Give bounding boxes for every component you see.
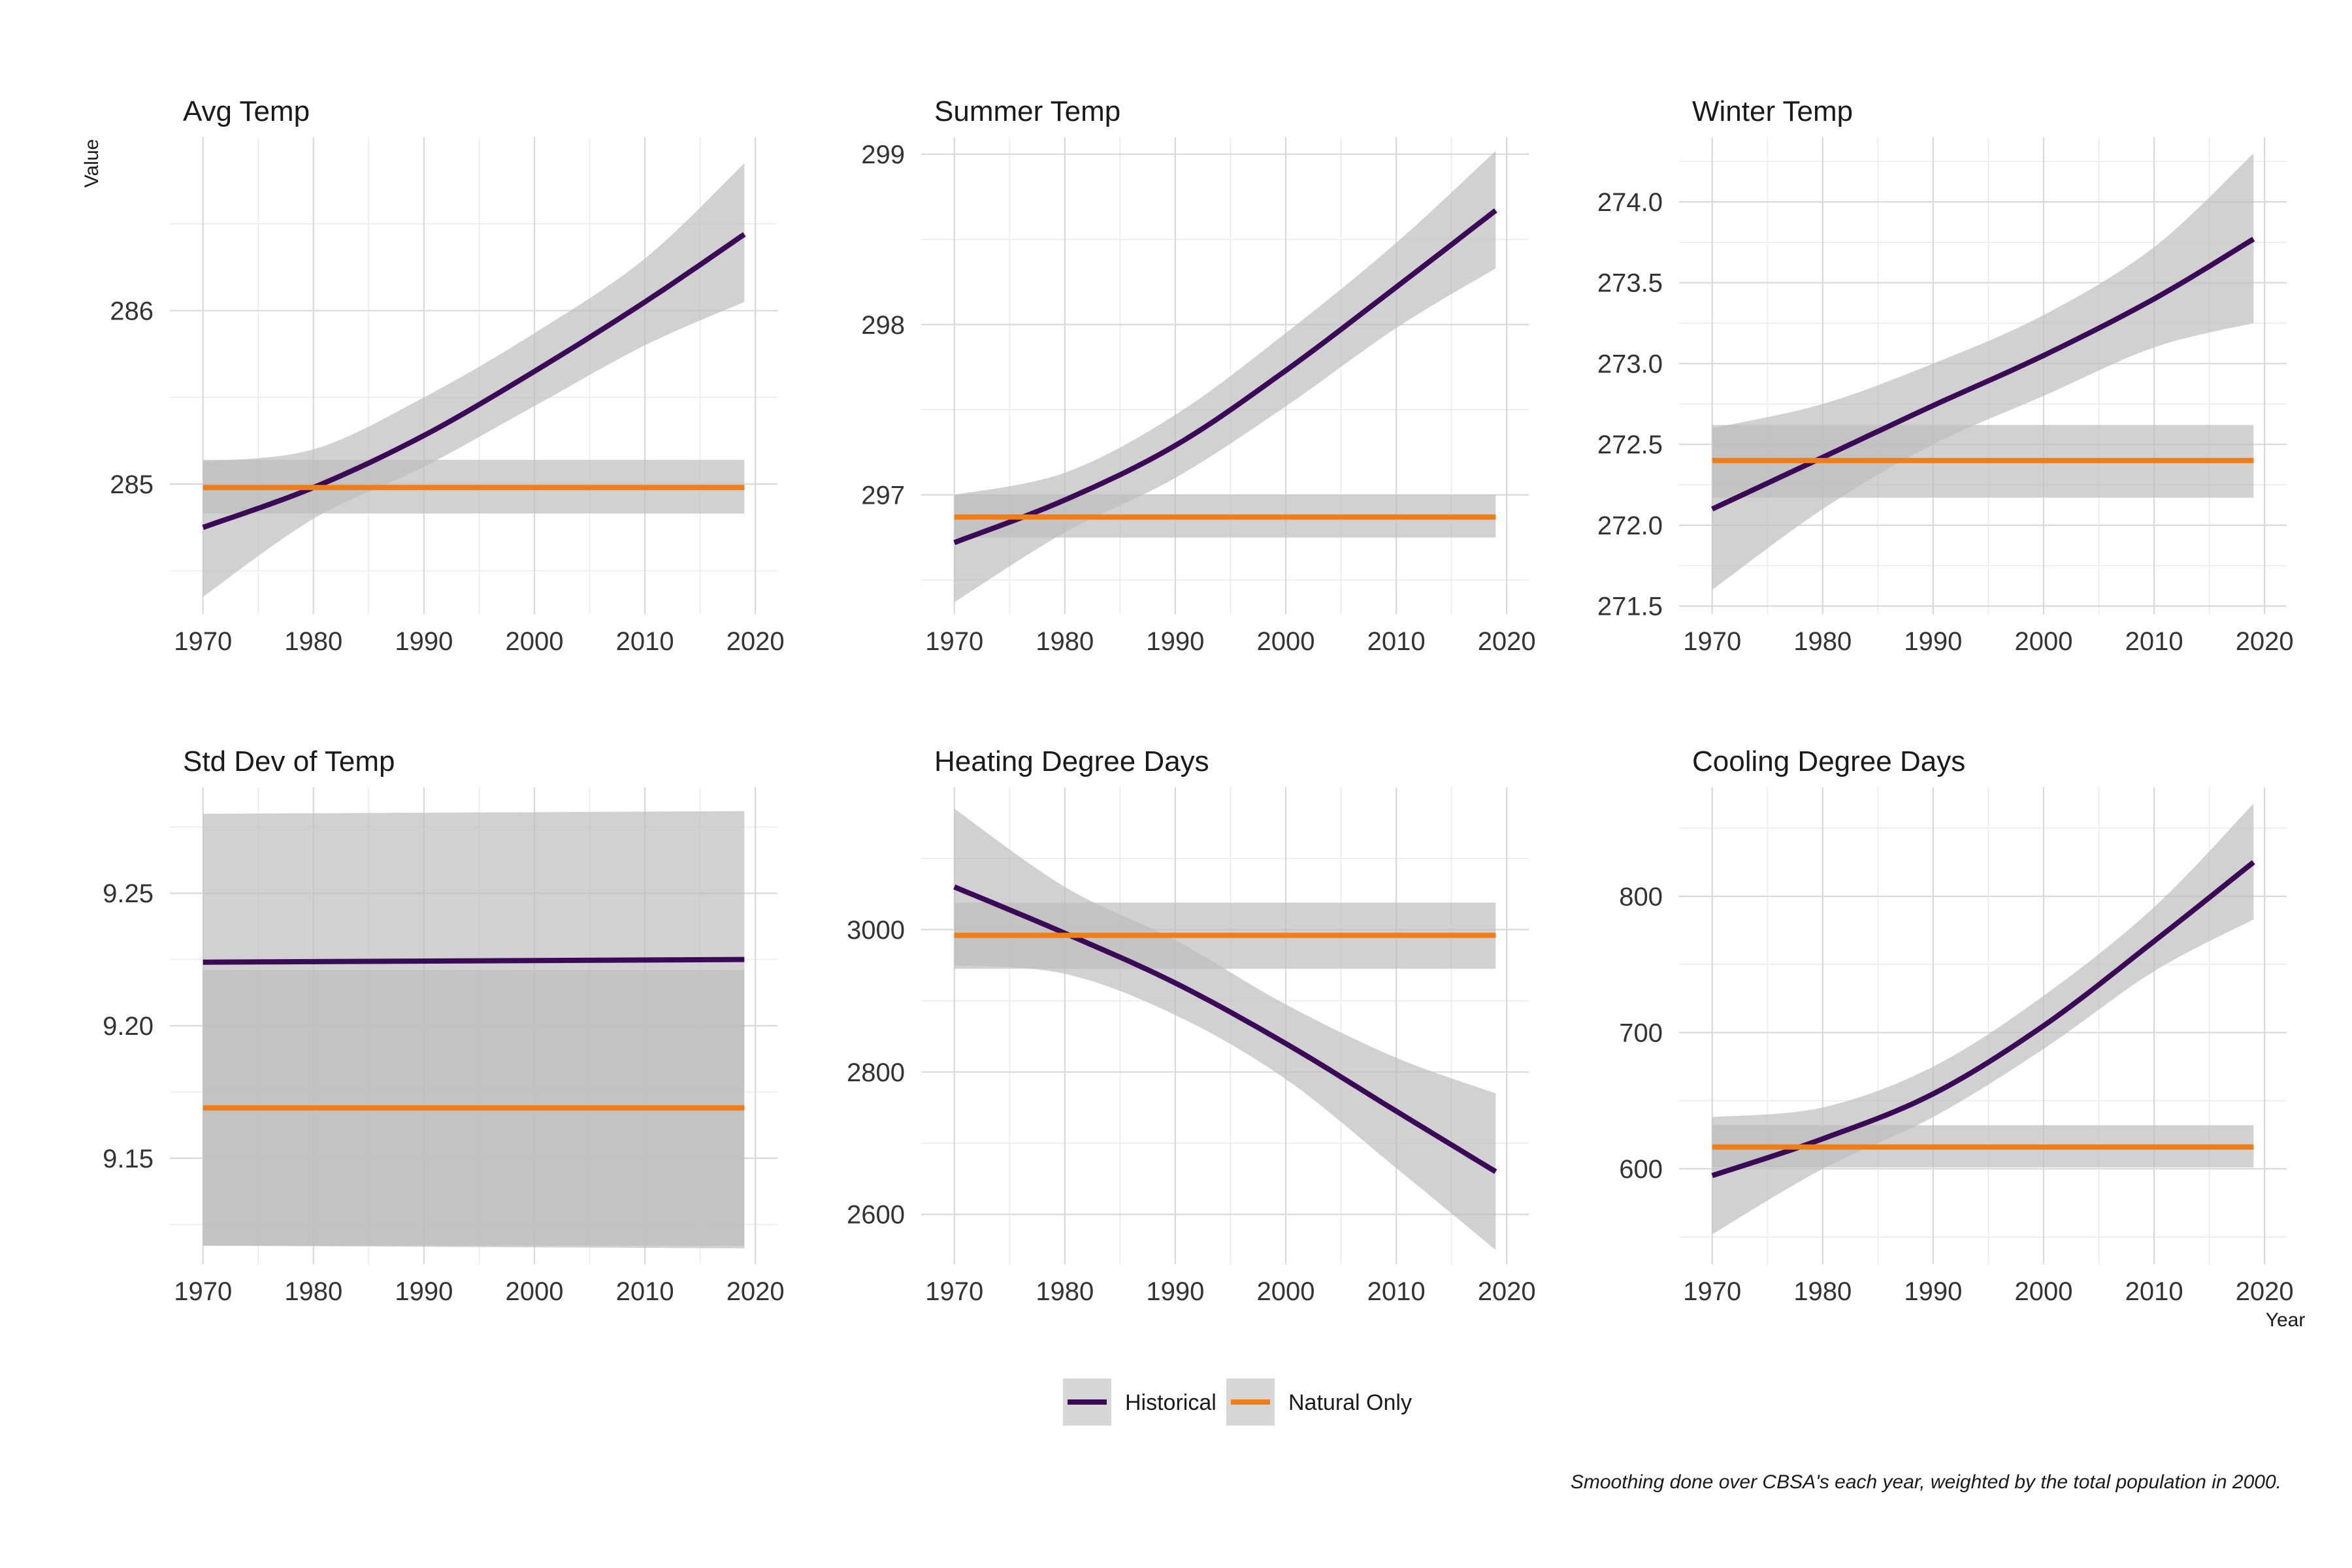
y-tick-label: 274.0 xyxy=(1597,188,1663,217)
panel-title: Summer Temp xyxy=(934,95,1120,127)
legend-label-natural-only: Natural Only xyxy=(1288,1390,1412,1415)
x-tick-label: 1970 xyxy=(174,1277,232,1306)
y-tick-label: 9.15 xyxy=(103,1145,154,1173)
x-tick-label: 1970 xyxy=(925,627,983,656)
panel-title: Std Dev of Temp xyxy=(183,745,395,777)
y-tick-label: 2800 xyxy=(847,1058,905,1087)
x-tick-label: 2020 xyxy=(1478,1277,1536,1306)
x-tick-label: 2000 xyxy=(2015,1277,2073,1306)
panel-summer-temp: 1970 1980 1990 2000 2010 2020 297 298 299 Summer … xyxy=(861,95,1535,656)
x-tick-label: 1980 xyxy=(1793,1277,1852,1306)
x-tick-label: 2010 xyxy=(2125,1277,2183,1306)
x-tick-label: 1970 xyxy=(1683,1277,1741,1306)
x-axis-title: Year xyxy=(2266,1309,2306,1331)
x-tick-label: 2020 xyxy=(2236,627,2294,656)
x-tick-label: 2010 xyxy=(616,627,674,656)
x-tick-label: 1990 xyxy=(1146,627,1204,656)
x-tick-label: 2020 xyxy=(2236,1277,2294,1306)
panel-title: Heating Degree Days xyxy=(934,745,1209,777)
series-line-historical xyxy=(953,884,1497,1174)
x-tick-label: 1990 xyxy=(395,1277,453,1306)
panel-cooling-degree-days: 1970 1980 1990 2000 2010 2020 600 700 800 Cooling… xyxy=(1619,745,2293,1306)
panel-title: Avg Temp xyxy=(183,95,310,127)
series-line-historical xyxy=(202,232,746,531)
caption: Smoothing done over CBSA's each year, we… xyxy=(1571,1471,2281,1493)
x-tick-label: 1970 xyxy=(1683,627,1741,656)
x-tick-label: 1990 xyxy=(1146,1277,1204,1306)
y-tick-label: 273.5 xyxy=(1597,269,1663,298)
x-tick-label: 2010 xyxy=(1367,627,1426,656)
panel-title: Cooling Degree Days xyxy=(1692,745,1965,777)
x-tick-label: 1990 xyxy=(1904,1277,1962,1306)
legend-item-historical: Historical xyxy=(1063,1379,1217,1426)
x-tick-label: 2000 xyxy=(506,1277,564,1306)
y-tick-label: 9.20 xyxy=(103,1012,154,1041)
x-tick-label: 2020 xyxy=(727,1277,785,1306)
y-tick-label: 298 xyxy=(861,311,905,340)
y-tick-label: 800 xyxy=(1619,883,1663,911)
y-tick-label: 9.25 xyxy=(103,879,154,908)
y-tick-label: 297 xyxy=(861,482,905,510)
confidence-band-historical xyxy=(1712,804,2254,1235)
legend-item-natural-only: Natural Only xyxy=(1226,1379,1412,1426)
x-tick-label: 1980 xyxy=(284,1277,342,1306)
panel-heating-degree-days: 1970 1980 1990 2000 2010 2020 2600 2800 3000 Heat… xyxy=(847,745,1536,1306)
panel-avg-temp: 1970 1980 1990 2000 2010 2020 285 286 Avg Temp xyxy=(110,95,784,656)
y-axis-title: Value xyxy=(81,139,103,188)
series-line-historical xyxy=(953,208,1497,546)
panel-std-dev-of-temp: 1970 1980 1990 2000 2010 2020 9.15 9.20 9.25 Std … xyxy=(103,745,785,1306)
y-tick-label: 273.0 xyxy=(1597,350,1663,378)
confidence-band-historical xyxy=(954,808,1496,1250)
panel-winter-temp: 1970 1980 1990 2000 2010 2020 271.5 272.0 272.5 2… xyxy=(1597,95,2294,656)
y-tick-label: 285 xyxy=(110,470,154,499)
y-tick-label: 271.5 xyxy=(1597,593,1663,621)
confidence-band-historical xyxy=(203,163,745,597)
x-tick-label: 2020 xyxy=(727,627,785,656)
series-line-historical xyxy=(1710,237,2255,512)
series-line-historical xyxy=(203,956,745,965)
x-tick-label: 2010 xyxy=(1367,1277,1426,1306)
x-tick-label: 1970 xyxy=(174,627,232,656)
x-tick-label: 1980 xyxy=(1793,627,1852,656)
confidence-band-historical xyxy=(1712,153,2254,590)
legend: Historical Natural Only xyxy=(1063,1379,1412,1426)
y-tick-label: 272.0 xyxy=(1597,512,1663,540)
x-tick-label: 2000 xyxy=(1257,627,1315,656)
x-tick-label: 1980 xyxy=(1036,627,1094,656)
x-tick-label: 2020 xyxy=(1478,627,1536,656)
confidence-band-historical xyxy=(203,811,745,1249)
x-tick-label: 1990 xyxy=(395,627,453,656)
legend-label-historical: Historical xyxy=(1125,1390,1217,1415)
x-tick-label: 1990 xyxy=(1904,627,1962,656)
x-tick-label: 1980 xyxy=(284,627,342,656)
y-tick-label: 700 xyxy=(1619,1019,1663,1047)
x-tick-label: 1970 xyxy=(925,1277,983,1306)
x-tick-label: 1980 xyxy=(1036,1277,1094,1306)
x-tick-label: 2000 xyxy=(506,627,564,656)
y-tick-label: 272.5 xyxy=(1597,431,1663,459)
y-tick-label: 299 xyxy=(861,140,905,169)
y-tick-label: 286 xyxy=(110,297,154,325)
y-tick-label: 3000 xyxy=(847,916,905,945)
x-tick-label: 2010 xyxy=(616,1277,674,1306)
x-tick-label: 2010 xyxy=(2125,627,2183,656)
x-tick-label: 2000 xyxy=(1257,1277,1315,1306)
y-tick-label: 2600 xyxy=(847,1201,905,1230)
y-tick-label: 600 xyxy=(1619,1155,1663,1184)
x-tick-label: 2000 xyxy=(2015,627,2073,656)
panel-title: Winter Temp xyxy=(1692,95,1853,127)
